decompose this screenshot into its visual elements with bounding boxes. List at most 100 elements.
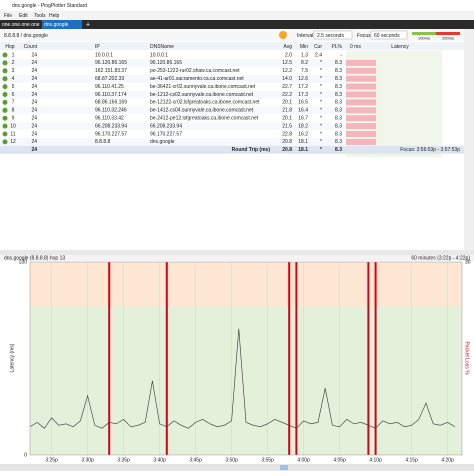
cell: * [320,131,322,137]
cell: 96.110.41.25 [95,84,124,90]
x-tick-label: 3:35p [117,457,130,463]
column-header: Hop [5,44,14,50]
loss-cell [346,131,376,137]
summary-row [0,145,464,154]
cell: 10 [10,123,16,129]
x-tick-label: 3:50p [225,457,238,463]
y-axis-label: Latency (ms) [9,343,15,372]
focus-select[interactable] [370,30,408,40]
hop-icon [2,60,8,66]
active-tab[interactable] [42,20,82,29]
cell: 4 [12,76,15,82]
loss-cell [346,91,376,98]
loss-cell [346,115,376,122]
side-panel [464,29,474,251]
cell: 24 [31,84,37,90]
focus-range: Focus: 3:56:53p - 3:57:53p [400,147,460,153]
loss-cell [346,67,376,74]
menu-item[interactable]: Edit [19,13,28,19]
scale-label: 200ms [442,36,454,41]
cell: 8.3 [335,139,342,145]
cell: * [320,84,322,90]
cell: 20.8 [282,139,292,145]
loss-cell [346,59,376,66]
cell: 3 [12,68,15,74]
cell: 8.8.8.8 [95,139,111,145]
cell: 8.3 [335,84,342,90]
timeline[interactable] [0,464,474,471]
menu-item[interactable]: Help [49,13,60,19]
tab-label[interactable]: dns.google [44,22,69,28]
hop-icon [2,52,8,58]
x-tick-label: 3:40p [153,457,166,463]
focus-label: Focus [357,33,371,39]
cell: 8.3 [335,123,342,129]
packet-loss-mark [288,262,291,455]
cell: 24 [31,60,37,66]
summary-cell: 20.8 [282,147,292,153]
cell: 24 [31,139,37,145]
tab-label[interactable]: one.one.one.one [2,22,40,28]
packet-loss-mark [374,262,377,455]
cell: 12 [10,139,16,145]
cell: 1.3 [301,52,308,58]
cell: 96.120.86.165 [150,60,182,66]
cell: dns.google [150,139,175,145]
threshold-band [30,306,462,455]
cell: 66.208.233.94 [95,123,127,129]
cell: 2.4 [315,52,322,58]
x-tick-label: 4:10p [369,457,382,463]
column-header: 0 ms [350,44,361,50]
cell: * [320,92,322,98]
loss-cell [346,123,376,130]
chart-header [0,255,474,261]
packet-loss-mark [367,262,370,455]
cell: 8.3 [335,76,342,82]
cell: 24 [31,52,37,58]
cell: 16.5 [298,100,308,106]
loss-cell [346,107,376,114]
cell: 8.3 [335,108,342,114]
pause-button[interactable] [279,31,287,39]
cell: 5 [12,84,15,90]
menu-item[interactable]: Tools [34,13,46,19]
x-tick-label: 4:00p [297,457,310,463]
y-tick-label: 0 [24,452,27,458]
cell: 21.8 [282,108,292,114]
chart-subtitle: 60 minutes (3:22p - 4:22p) [411,255,470,261]
summary-cell: * [320,147,322,153]
loss-cell [346,99,376,106]
interval-select[interactable] [313,30,353,40]
cell: 66.208.233.94 [150,123,182,129]
cell: 8.3 [335,68,342,74]
cell: 2.0 [285,52,292,58]
hop-icon [2,115,8,121]
x-tick-label: 4:05p [333,457,346,463]
cell: 18.1 [298,139,308,145]
splitter[interactable] [0,250,474,255]
cell: 96.120.86.165 [95,60,127,66]
column-header: DNSName [150,44,174,50]
timeline-thumb[interactable] [280,465,288,470]
packet-loss-mark [295,262,298,455]
column-header: Count [24,44,38,50]
summary-cell: 18.1 [298,147,308,153]
new-tab[interactable]: + [86,21,90,28]
cell: - [340,52,342,58]
x-tick-label: 3:45p [189,457,202,463]
cell: * [320,116,322,122]
focus-value[interactable]: 60 seconds [374,33,400,39]
cell: 21.5 [282,123,292,129]
cell: 12.5 [282,60,292,66]
interval-value[interactable]: 2.5 seconds [317,33,344,39]
cell: 22.8 [282,131,292,137]
cell: 16.4 [298,108,308,114]
column-header: Latency [391,44,409,50]
cell: 17.3 [298,92,308,98]
loss-cell [346,75,376,82]
cell: po-253-1222-rur02.shaw.ca.comcast.net [150,68,240,74]
menu-item[interactable]: File [4,13,12,19]
column-header: Cur [314,44,322,50]
y2-axis-label: Packet Loss % [464,341,470,375]
cell: * [320,76,322,82]
